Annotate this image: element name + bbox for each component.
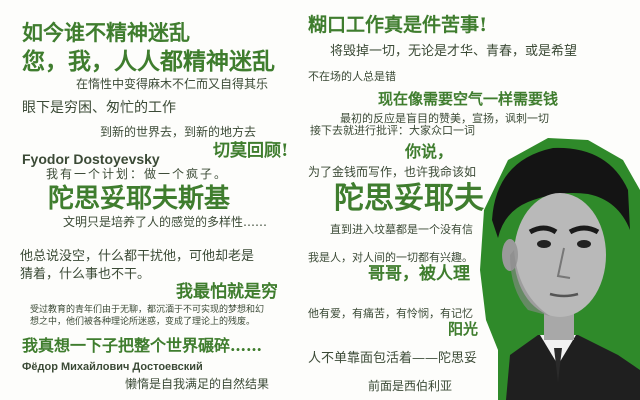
quote-text: 接下去就进行批评：大家众口一词: [310, 124, 475, 137]
quote-text: 如今谁不精神迷乱: [22, 20, 190, 45]
quote-text: 人不单靠面包活着——陀思妥: [308, 351, 478, 366]
quote-text: 哥哥，被人理: [368, 264, 470, 284]
quote-text: 懒惰是自我满足的自然结果: [125, 377, 270, 391]
quote-text: Фёдор Михайлович Достоевский: [22, 361, 203, 373]
portrait-photo: [480, 138, 640, 400]
quote-text: 他有爱，有痛苦，有怜悯，有记忆: [308, 307, 473, 320]
quote-text: 前面是西伯利亚: [368, 379, 453, 393]
quote-text: 陀思妥耶夫: [334, 181, 484, 216]
quote-text: 我最怕就是穷: [176, 282, 278, 302]
quote-text: 最初的反应是盲目的赞美，宣扬，讽刺一切: [340, 112, 549, 125]
quote-text: 到新的世界去，到新的地方去: [100, 125, 257, 139]
quote-text: 文明只是培养了人的感觉的多样性……: [63, 215, 268, 229]
quote-text: 为了金钱而写作，也许我命该如: [308, 165, 477, 179]
quote-text: Fyodor Dostoyevsky: [22, 151, 160, 167]
quote-text: 受过教育的青年们由于无聊，都沉湎于不可实现的梦想和幻: [30, 305, 265, 315]
quote-text: 你说，: [405, 142, 454, 161]
quote-text: 不在场的人总是错: [308, 70, 396, 83]
quote-text: 猜着，什么事也不干。: [20, 267, 151, 282]
quote-text: 我真想一下子把整个世界碾碎……: [22, 336, 263, 355]
quote-text: 切莫回顾!: [213, 141, 289, 161]
quote-text: 眼下是穷困、匆忙的工作: [22, 100, 176, 116]
quote-text: 糊口工作真是件苦事!: [308, 14, 488, 36]
quote-text: 阳光: [448, 320, 479, 338]
quote-text: 我是人，对人间的一切都有兴趣。: [308, 251, 473, 264]
quote-text: 他总说没空，什么都干扰他，可他却老是: [20, 249, 255, 264]
quote-text: 陀思妥耶夫斯基: [48, 184, 231, 214]
quote-text: 现在像需要空气一样需要钱: [378, 90, 559, 108]
quote-text: 直到进入坟墓都是一个没有信: [330, 223, 473, 236]
quote-text: 想之中，他们被各种理论所迷惑，变成了理论上的残废。: [30, 317, 256, 327]
quote-text: 将毁掉一切，无论是才华、青春，或是希望: [330, 44, 578, 59]
quote-text: 您，我，人人都精神迷乱: [22, 48, 275, 75]
quote-text: 在惰性中变得麻木不仁而又自得其乐: [76, 77, 269, 91]
quote-text: 我有一个计划：做一个疯子。: [46, 167, 229, 181]
